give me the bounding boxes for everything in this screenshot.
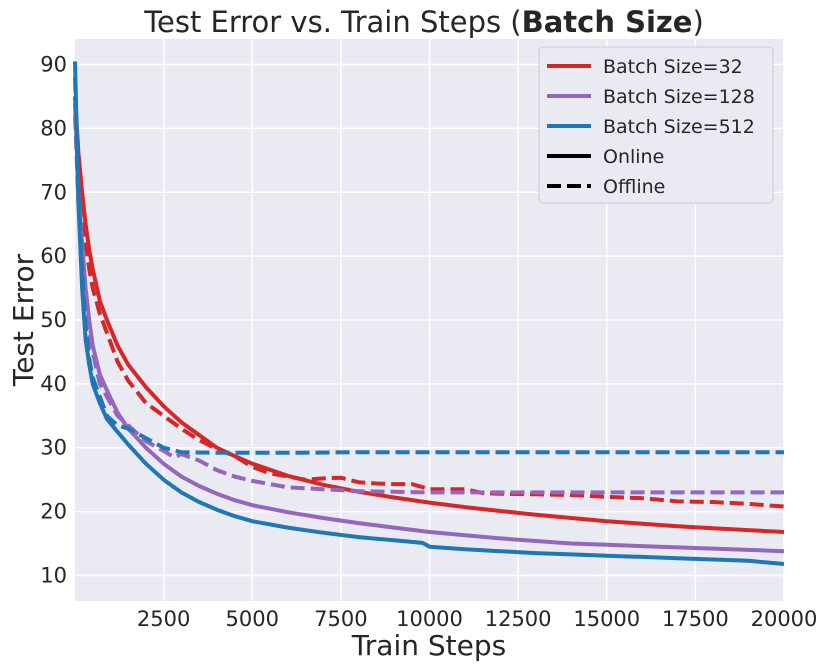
tick-labels: 2500 5000 7500 10000 12500 15000 17500 20000 10 2…: [40, 53, 817, 631]
x-tick-label: 17500: [662, 607, 729, 631]
x-tick-label: 2500: [137, 607, 190, 631]
legend-frame: [538, 46, 774, 204]
y-tick-label: 90: [40, 53, 67, 77]
y-tick-label: 10: [40, 563, 67, 587]
series-line-batch-size-512-offline: [73, 77, 784, 455]
y-axis-label: Test Error: [7, 253, 40, 387]
series-line-batch-size-32-offline: [73, 102, 785, 509]
series-line-batch-size-128-offline: [73, 115, 784, 495]
series-line-batch-size-128-online: [73, 102, 785, 554]
y-tick-label: 30: [40, 436, 67, 460]
x-tick-label: 10000: [396, 607, 463, 631]
x-tick-label: 20000: [751, 607, 818, 631]
x-tick-label: 7500: [314, 607, 367, 631]
x-tick-label: 15000: [573, 607, 640, 631]
x-axis-label: Train Steps: [351, 629, 506, 662]
grid: [75, 39, 785, 601]
legend-label: Batch Size=512: [603, 116, 755, 138]
legend: Batch Size=32 Batch Size=128 Batch Size=51…: [538, 46, 774, 204]
legend-label: Online: [603, 146, 664, 168]
legend-label: Batch Size=128: [603, 86, 755, 108]
y-tick-label: 70: [40, 180, 67, 204]
y-tick-label: 60: [40, 244, 67, 268]
chart-title: Test Error vs. Train Steps (Batch Size): [143, 5, 704, 39]
y-tick-label: 40: [40, 372, 67, 396]
y-tick-label: 80: [40, 116, 67, 140]
legend-label: Batch Size=32: [603, 56, 743, 78]
series-line-batch-size-512-online: [73, 61, 785, 566]
x-tick-label: 5000: [226, 607, 279, 631]
series-layer: [73, 61, 785, 566]
legend-label: Offline: [603, 176, 665, 198]
y-tick-label: 20: [40, 500, 67, 524]
x-tick-label: 12500: [485, 607, 552, 631]
y-tick-label: 50: [40, 308, 67, 332]
